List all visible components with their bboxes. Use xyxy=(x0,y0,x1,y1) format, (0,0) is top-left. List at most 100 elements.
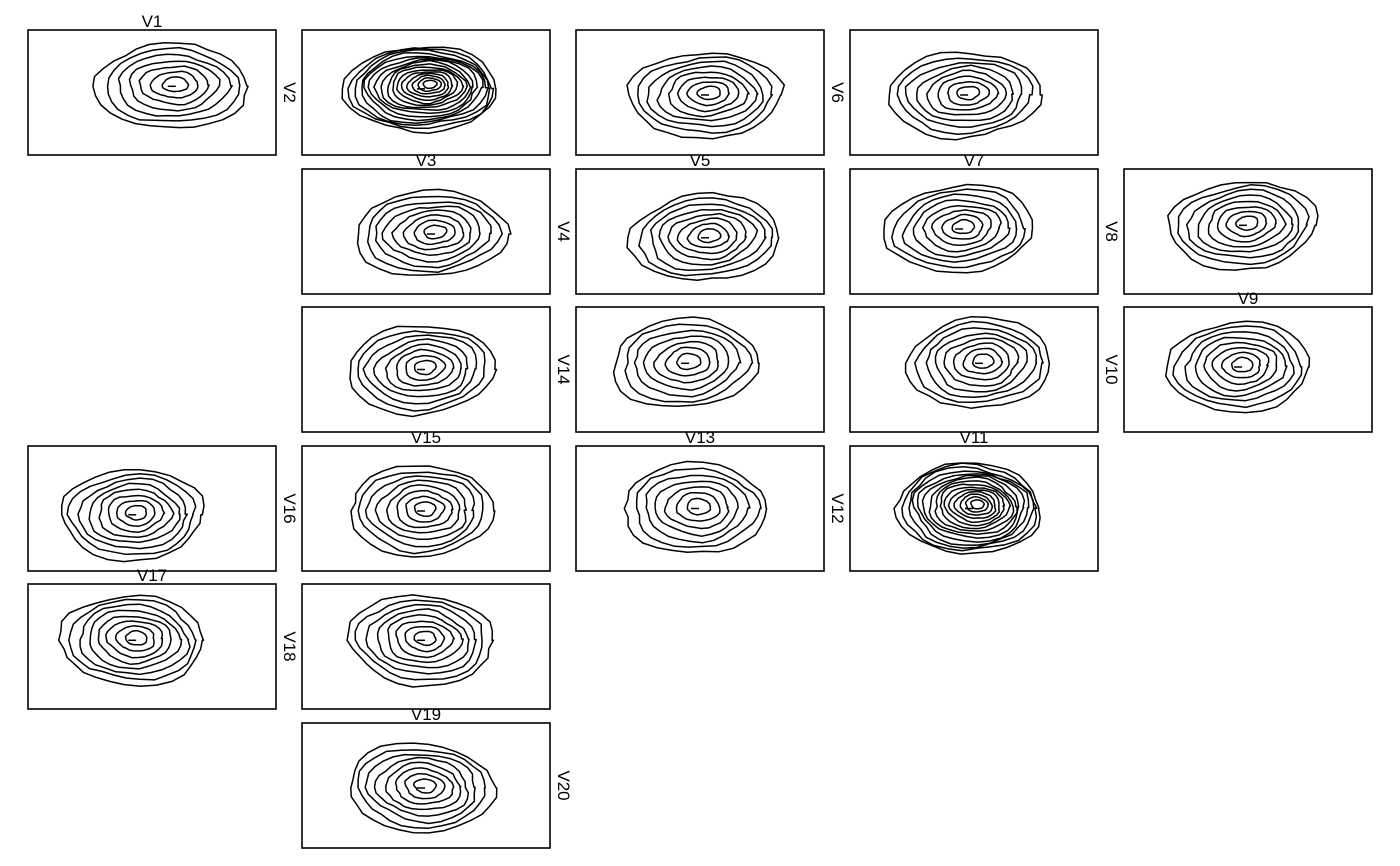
contour-line xyxy=(941,213,984,240)
contour-line xyxy=(649,203,767,272)
contour-line xyxy=(964,495,990,513)
panel-frame xyxy=(849,306,1099,433)
contour-line xyxy=(916,473,1026,543)
panel-frame xyxy=(27,445,277,572)
contour-line xyxy=(347,47,495,130)
contour-line xyxy=(105,620,164,659)
panel-frame xyxy=(849,29,1099,156)
contour-line xyxy=(417,77,443,93)
contour-line xyxy=(384,761,462,811)
contour-line xyxy=(66,473,197,556)
contour-line xyxy=(88,482,181,544)
variable-label-side: V2 xyxy=(280,82,299,103)
contour-line xyxy=(386,63,469,109)
panel-frame xyxy=(575,445,825,572)
contour-line xyxy=(911,470,1030,546)
contour-line xyxy=(115,500,156,528)
contour-line xyxy=(392,66,465,107)
contour-line xyxy=(656,65,759,122)
contour-line xyxy=(1184,331,1295,402)
contour-line xyxy=(394,767,455,805)
contour-line xyxy=(959,493,994,516)
contour-line xyxy=(356,188,512,276)
contour-line xyxy=(98,488,175,538)
contour-line xyxy=(374,201,492,269)
contour-line xyxy=(676,217,738,255)
contour-line xyxy=(916,64,1014,122)
contour-line xyxy=(633,329,742,398)
contour-line xyxy=(697,228,722,244)
contour-line xyxy=(612,316,760,408)
panel-frame xyxy=(27,29,277,156)
contour-panel: V11 xyxy=(849,428,1099,572)
contour-line xyxy=(676,76,740,113)
contour-line xyxy=(642,335,730,391)
variable-label-top: V11 xyxy=(960,428,989,447)
contour-line xyxy=(970,499,985,510)
contour-panel xyxy=(301,583,551,710)
contour-line xyxy=(361,52,489,124)
contour-line xyxy=(404,772,446,800)
contour-line xyxy=(947,81,991,106)
contour-line xyxy=(106,46,241,122)
contour-line xyxy=(1172,325,1303,409)
contour-line xyxy=(138,65,210,106)
contour-line xyxy=(114,625,155,652)
variable-label-top: V17 xyxy=(137,566,167,585)
contour-line xyxy=(675,352,702,371)
panel-frame xyxy=(1123,306,1373,433)
contour-line xyxy=(930,209,992,247)
contour-line xyxy=(357,471,484,555)
contour-line xyxy=(1177,184,1310,266)
contour-panel xyxy=(301,29,551,156)
contour-line xyxy=(366,195,503,273)
contour-line xyxy=(1231,356,1254,373)
contour-line xyxy=(357,330,486,412)
contour-line xyxy=(914,320,1044,404)
contour-line xyxy=(645,474,751,544)
contour-panel: V10 xyxy=(849,306,1121,433)
contour-line xyxy=(395,348,455,387)
variable-label-side: V20 xyxy=(554,770,573,800)
contour-line xyxy=(400,71,454,102)
variable-label-top: V19 xyxy=(411,705,441,724)
panel-frame xyxy=(575,306,825,433)
contour-line xyxy=(1216,206,1277,243)
contour-line xyxy=(354,48,491,127)
contour-line xyxy=(387,614,464,664)
panel-frame xyxy=(575,29,825,156)
contour-line xyxy=(1197,194,1294,253)
panel-frame xyxy=(575,168,825,295)
contour-line xyxy=(161,76,190,93)
contour-line xyxy=(934,480,1015,532)
contour-line xyxy=(364,753,476,825)
contour-line xyxy=(1207,200,1287,248)
contour-line xyxy=(413,630,437,647)
contour-line xyxy=(893,462,1041,555)
contour-line xyxy=(79,603,191,676)
contour-line xyxy=(921,205,1002,253)
contour-line xyxy=(92,42,249,129)
contour-line xyxy=(883,183,1034,274)
contour-line xyxy=(77,477,189,550)
contour-line xyxy=(362,334,478,405)
variable-label-side: V16 xyxy=(280,493,299,523)
contour-line xyxy=(939,483,1012,530)
variable-label-side: V6 xyxy=(828,82,847,103)
contour-panel: V15 xyxy=(301,428,551,572)
contour-line xyxy=(412,778,438,794)
panel-frame xyxy=(301,306,551,433)
contour-line xyxy=(637,56,774,134)
variable-label-side: V14 xyxy=(554,354,573,384)
contour-line xyxy=(405,354,447,381)
contour-line xyxy=(385,484,461,534)
contour-line xyxy=(396,489,454,529)
contour-line xyxy=(908,466,1035,549)
contour-line xyxy=(663,486,730,530)
contour-line xyxy=(124,629,148,646)
contour-line xyxy=(1220,351,1261,379)
contour-line xyxy=(667,212,748,261)
contour-line xyxy=(951,218,976,235)
contour-line xyxy=(124,504,148,521)
